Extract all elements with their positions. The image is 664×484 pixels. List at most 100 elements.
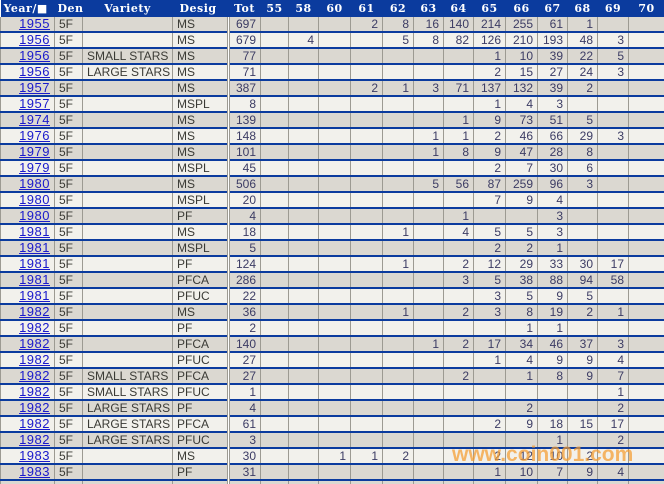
cell-grade-64: [443, 400, 474, 416]
year-link[interactable]: 1982: [19, 352, 50, 367]
cell-den: 5F: [54, 368, 83, 384]
year-link[interactable]: 1982: [19, 336, 50, 351]
cell-grade-70: [628, 272, 664, 288]
cell-empty: [597, 480, 629, 484]
year-link[interactable]: 1980: [19, 208, 50, 223]
year-link[interactable]: 1981: [19, 224, 50, 239]
cell-grade-61: [350, 128, 383, 144]
cell-den: 5F: [54, 112, 83, 128]
cell-desig: PF: [172, 320, 229, 336]
cell-year: 1983: [0, 448, 55, 464]
cell-grade-60: [318, 304, 351, 320]
cell-empty: [350, 480, 383, 484]
year-link[interactable]: 1982: [19, 400, 50, 415]
table-row: 1976 5F MS 148 1 1 2 46 66 29 3: [0, 128, 664, 144]
cell-den: 5F: [54, 416, 83, 432]
year-link[interactable]: 1957: [19, 96, 50, 111]
table-row: 1982 5F SMALL STARS PFUC 1 1: [0, 384, 664, 400]
cell-empty: [628, 480, 664, 484]
year-link[interactable]: 1982: [19, 432, 50, 447]
cell-desig: MSPL: [172, 192, 229, 208]
cell-grade-70: [628, 96, 664, 112]
cell-grade-69: [597, 112, 629, 128]
cell-grade-67: 39: [537, 80, 568, 96]
cell-grade-69: 4: [597, 464, 629, 480]
cell-grade-61: [350, 384, 383, 400]
year-link[interactable]: 1955: [19, 17, 50, 31]
cell-den: 5F: [54, 432, 83, 448]
year-link[interactable]: 1983: [19, 448, 50, 463]
year-link[interactable]: 1956: [19, 64, 50, 79]
cell-year: 1974: [0, 112, 55, 128]
year-link[interactable]: 1982: [19, 320, 50, 335]
table-row: 1981 5F PFCA 286 3 5 38 88 94 58: [0, 272, 664, 288]
cell-desig: PF: [172, 464, 229, 480]
cell-grade-68: 94: [567, 272, 598, 288]
cell-grade-58: [288, 416, 319, 432]
cell-grade-64: 2: [443, 256, 474, 272]
cell-grade-64: [443, 448, 474, 464]
cell-tot: 101: [227, 144, 261, 160]
cell-grade-55: [260, 64, 289, 80]
cell-grade-63: 8: [413, 32, 444, 48]
year-link[interactable]: 1980: [19, 192, 50, 207]
year-link[interactable]: 1983: [19, 464, 50, 479]
year-link[interactable]: 1957: [19, 80, 50, 95]
cell-grade-61: [350, 32, 383, 48]
cell-grade-67: 7: [537, 464, 568, 480]
cell-grade-61: [350, 432, 383, 448]
cell-grade-69: 17: [597, 256, 629, 272]
cell-year: 1981: [0, 256, 55, 272]
cell-grade-70: [628, 432, 664, 448]
year-link[interactable]: 1982: [19, 416, 50, 431]
cell-grade-67: 3: [537, 224, 568, 240]
year-link[interactable]: 1979: [19, 160, 50, 175]
cell-grade-55: [260, 192, 289, 208]
table-row: 1982 5F LARGE STARS PFUC 3 1 2: [0, 432, 664, 448]
cell-grade-65: 214: [473, 17, 506, 32]
year-link[interactable]: 1982: [19, 384, 50, 399]
year-link[interactable]: 1981: [19, 240, 50, 255]
cell-variety: [82, 112, 173, 128]
year-link[interactable]: 1981: [19, 288, 50, 303]
cell-variety: SMALL STARS: [82, 368, 173, 384]
cell-grade-63: [413, 256, 444, 272]
year-link[interactable]: 1979: [19, 144, 50, 159]
cell-grade-65: 5: [473, 224, 506, 240]
cell-grade-62: 1: [382, 80, 414, 96]
year-link[interactable]: 1982: [19, 304, 50, 319]
cell-grade-55: [260, 368, 289, 384]
cell-grade-61: [350, 416, 383, 432]
cell-den: 5F: [54, 128, 83, 144]
year-link[interactable]: 1982: [19, 368, 50, 383]
cell-desig: MS: [172, 112, 229, 128]
cell-grade-55: [260, 224, 289, 240]
cell-grade-58: [288, 80, 319, 96]
cell-grade-58: [288, 368, 319, 384]
cell-empty: [505, 480, 538, 484]
year-link[interactable]: 1976: [19, 128, 50, 143]
cell-grade-65: 2: [473, 448, 506, 464]
cell-grade-69: [597, 320, 629, 336]
cell-grade-65: [473, 384, 506, 400]
cell-grade-66: 1: [505, 368, 538, 384]
year-link[interactable]: 1956: [19, 32, 50, 47]
year-link[interactable]: 1981: [19, 256, 50, 271]
cell-grade-68: 22: [567, 48, 598, 64]
cell-grade-55: [260, 144, 289, 160]
column-header-tot: Tot: [228, 0, 261, 17]
cell-grade-70: [628, 208, 664, 224]
cell-grade-65: 1: [473, 96, 506, 112]
cell-desig: MSPL: [172, 96, 229, 112]
cell-grade-60: [318, 368, 351, 384]
year-link[interactable]: 1956: [19, 48, 50, 63]
cell-grade-62: 1: [382, 304, 414, 320]
table-row: 1983 5F PF 31 1 10 7 9 4: [0, 464, 664, 480]
cell-grade-70: [628, 160, 664, 176]
cell-den: 5F: [54, 336, 83, 352]
year-link[interactable]: 1980: [19, 176, 50, 191]
year-link[interactable]: 1981: [19, 272, 50, 287]
cell-grade-68: [567, 320, 598, 336]
cell-grade-65: 2: [473, 416, 506, 432]
year-link[interactable]: 1974: [19, 112, 50, 127]
